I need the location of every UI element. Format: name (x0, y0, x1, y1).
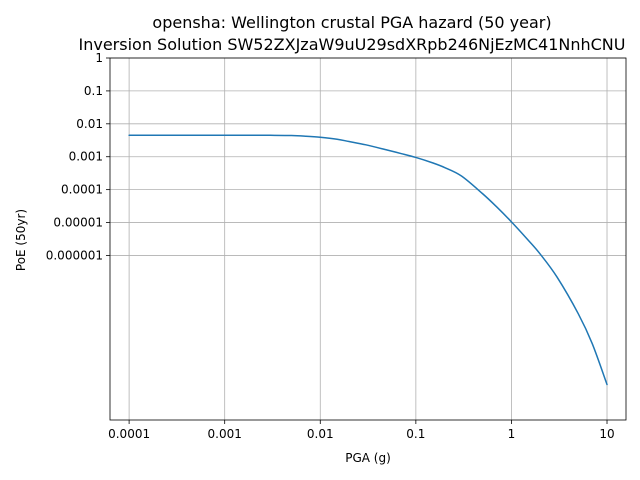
y-axis-ticks: 1 0.1 0.01 0.001 0.0001 0.00001 0.000001 (46, 51, 110, 262)
y-tick-label: 0.1 (84, 84, 103, 98)
x-tick-label: 0.1 (406, 427, 425, 441)
y-tick-label: 0.001 (69, 150, 103, 164)
grid-y (110, 57, 626, 256)
y-tick-label: 0.0001 (61, 183, 103, 197)
plot-frame (109, 57, 627, 421)
y-tick-label: 0.00001 (53, 216, 103, 230)
chart-title-line-2: Inversion Solution SW52ZXJzaW9uU29sdXRpb… (79, 35, 626, 54)
y-tick-label: 1 (95, 51, 103, 65)
y-tick-label: 0.01 (76, 117, 103, 131)
plot-series (128, 134, 608, 386)
chart-title-line-1: opensha: Wellington crustal PGA hazard (… (152, 13, 551, 32)
x-tick-label: 0.0001 (108, 427, 150, 441)
y-tick-label: 0.000001 (46, 248, 103, 262)
y-axis-label: PoE (50yr) (14, 209, 28, 271)
x-axis-ticks: 0.0001 0.001 0.01 0.1 1 10 (108, 420, 615, 441)
x-axis-label: PGA (g) (345, 451, 391, 465)
x-tick-label: 0.01 (307, 427, 334, 441)
hazard-curve-line (128, 134, 608, 386)
grid-x (128, 58, 608, 420)
x-tick-label: 0.001 (208, 427, 242, 441)
x-tick-label: 10 (599, 427, 614, 441)
x-tick-label: 1 (508, 427, 516, 441)
